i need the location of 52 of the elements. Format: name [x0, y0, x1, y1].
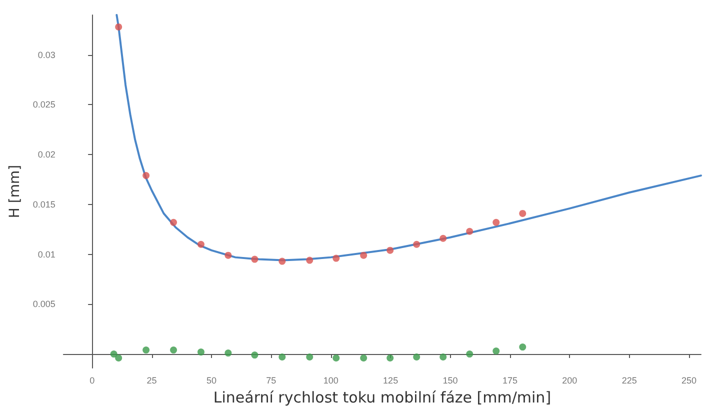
x-tick-label: 0: [90, 376, 95, 386]
point: [360, 252, 368, 259]
point: [332, 354, 340, 362]
point: [115, 23, 122, 30]
y-tick-label: 0.025: [32, 100, 56, 110]
point: [519, 344, 526, 351]
x-tick-label: 25: [146, 376, 157, 386]
x-tick-label: 200: [562, 376, 578, 386]
point: [142, 346, 150, 354]
point: [466, 350, 474, 358]
x-tick-label: 225: [622, 376, 637, 386]
point: [440, 354, 447, 361]
point: [519, 210, 526, 217]
point: [251, 352, 258, 359]
point: [332, 254, 340, 262]
point: [440, 234, 447, 242]
point: [110, 350, 118, 358]
x-tick-label: 125: [383, 376, 398, 386]
point: [492, 218, 500, 226]
point: [142, 172, 150, 180]
point: [306, 354, 314, 361]
point: [197, 240, 204, 248]
point: [224, 252, 232, 259]
point: [197, 348, 204, 356]
point: [386, 354, 394, 362]
point: [492, 348, 500, 355]
point: [386, 246, 394, 254]
y-axis-title: H [mm]: [7, 164, 23, 218]
point: [224, 350, 232, 357]
point: [306, 256, 314, 264]
point: [360, 354, 368, 362]
point: [413, 354, 420, 361]
x-axis-title: Lineární rychlost toku mobilní fáze [mm/min]: [213, 388, 552, 406]
point: [466, 228, 474, 235]
x-tick-label: 175: [502, 376, 518, 386]
point: [413, 240, 420, 248]
point: [115, 354, 122, 362]
y-tick-label: 0.01: [38, 249, 56, 260]
y-tick-label: 0.005: [32, 299, 56, 310]
point: [278, 258, 286, 265]
point: [170, 346, 178, 354]
y-tick-label: 0.015: [32, 199, 56, 210]
point: [278, 354, 286, 361]
y-tick-label: 0.03: [38, 50, 56, 60]
y-tick-label: 0.02: [38, 150, 56, 160]
x-tick-label: 75: [266, 376, 276, 386]
x-tick-label: 50: [206, 376, 216, 386]
x-tick-label: 100: [323, 376, 338, 386]
point: [170, 218, 178, 226]
x-tick-label: 250: [682, 376, 697, 386]
point: [251, 256, 258, 263]
x-tick-label: 150: [442, 376, 458, 386]
